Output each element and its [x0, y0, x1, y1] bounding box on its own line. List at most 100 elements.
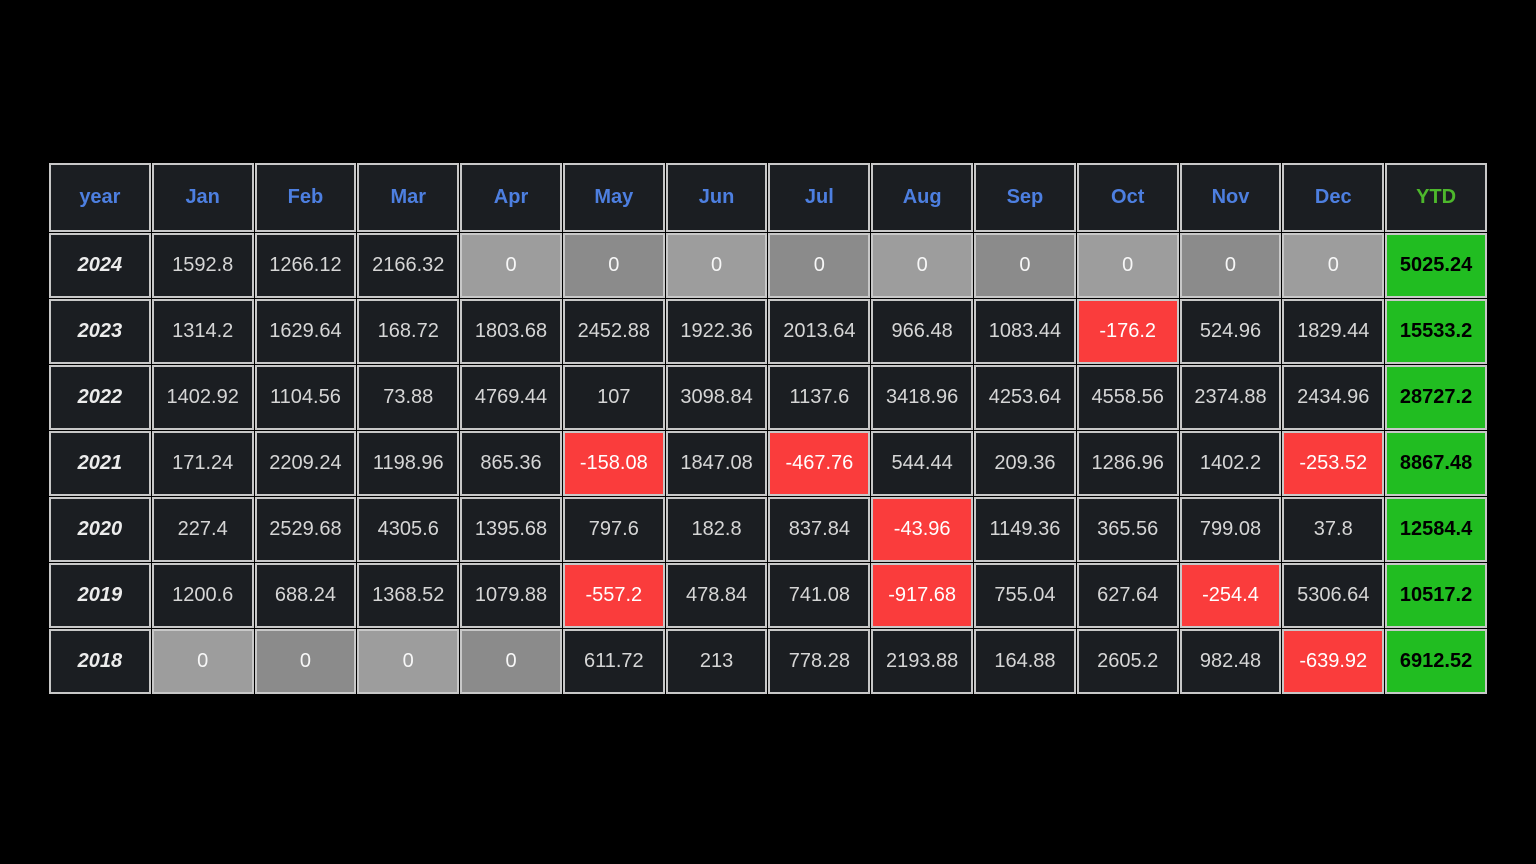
value-cell-mar-2021[interactable]: 1198.96 — [357, 431, 460, 496]
value-cell-feb-2018[interactable]: 0 — [254, 629, 357, 694]
value-cell-feb-2019[interactable]: 688.24 — [254, 563, 357, 628]
value-cell-sep-2020[interactable]: 1149.36 — [974, 497, 1076, 562]
value-cell-aug-2023[interactable]: 966.48 — [871, 299, 974, 364]
column-header-may[interactable]: May — [562, 163, 665, 232]
column-header-mar[interactable]: Mar — [357, 163, 460, 232]
value-cell-dec-2021[interactable]: -253.52 — [1282, 431, 1385, 496]
value-cell-may-2021[interactable]: -158.08 — [562, 431, 665, 496]
value-cell-nov-2023[interactable]: 524.96 — [1179, 299, 1282, 364]
value-cell-jun-2022[interactable]: 3098.84 — [665, 365, 768, 430]
value-cell-oct-2019[interactable]: 627.64 — [1076, 563, 1179, 628]
value-cell-sep-2018[interactable]: 164.88 — [974, 629, 1076, 694]
column-header-aug[interactable]: Aug — [871, 163, 974, 232]
value-cell-mar-2022[interactable]: 73.88 — [357, 365, 460, 430]
value-cell-jun-2018[interactable]: 213 — [665, 629, 768, 694]
value-cell-jan-2018[interactable]: 0 — [151, 629, 254, 694]
year-cell[interactable]: 2018 — [49, 629, 151, 694]
value-cell-may-2018[interactable]: 611.72 — [562, 629, 665, 694]
value-cell-apr-2024[interactable]: 0 — [460, 233, 562, 298]
value-cell-jul-2022[interactable]: 1137.6 — [768, 365, 871, 430]
year-cell[interactable]: 2020 — [49, 497, 151, 562]
value-cell-sep-2022[interactable]: 4253.64 — [974, 365, 1076, 430]
value-cell-jul-2019[interactable]: 741.08 — [768, 563, 871, 628]
column-header-sep[interactable]: Sep — [974, 163, 1076, 232]
value-cell-nov-2021[interactable]: 1402.2 — [1179, 431, 1282, 496]
value-cell-aug-2022[interactable]: 3418.96 — [871, 365, 974, 430]
column-header-nov[interactable]: Nov — [1179, 163, 1282, 232]
value-cell-dec-2020[interactable]: 37.8 — [1282, 497, 1385, 562]
value-cell-jan-2019[interactable]: 1200.6 — [151, 563, 254, 628]
value-cell-may-2019[interactable]: -557.2 — [562, 563, 665, 628]
column-header-year[interactable]: year — [49, 163, 151, 232]
value-cell-jan-2021[interactable]: 171.24 — [151, 431, 254, 496]
value-cell-jun-2021[interactable]: 1847.08 — [665, 431, 768, 496]
ytd-cell-2020[interactable]: 12584.4 — [1385, 497, 1487, 562]
value-cell-dec-2019[interactable]: 5306.64 — [1282, 563, 1385, 628]
value-cell-jun-2024[interactable]: 0 — [665, 233, 768, 298]
value-cell-apr-2021[interactable]: 865.36 — [460, 431, 562, 496]
value-cell-oct-2022[interactable]: 4558.56 — [1076, 365, 1179, 430]
value-cell-sep-2021[interactable]: 209.36 — [974, 431, 1076, 496]
value-cell-oct-2023[interactable]: -176.2 — [1076, 299, 1179, 364]
year-cell[interactable]: 2024 — [49, 233, 151, 298]
value-cell-jan-2022[interactable]: 1402.92 — [151, 365, 254, 430]
value-cell-feb-2021[interactable]: 2209.24 — [254, 431, 357, 496]
year-cell[interactable]: 2023 — [49, 299, 151, 364]
ytd-cell-2023[interactable]: 15533.2 — [1385, 299, 1487, 364]
value-cell-may-2020[interactable]: 797.6 — [562, 497, 665, 562]
value-cell-oct-2024[interactable]: 0 — [1076, 233, 1179, 298]
value-cell-may-2024[interactable]: 0 — [562, 233, 665, 298]
value-cell-dec-2024[interactable]: 0 — [1282, 233, 1385, 298]
value-cell-dec-2023[interactable]: 1829.44 — [1282, 299, 1385, 364]
value-cell-jul-2023[interactable]: 2013.64 — [768, 299, 871, 364]
value-cell-mar-2019[interactable]: 1368.52 — [357, 563, 460, 628]
value-cell-nov-2024[interactable]: 0 — [1179, 233, 1282, 298]
value-cell-sep-2023[interactable]: 1083.44 — [974, 299, 1076, 364]
column-header-ytd[interactable]: YTD — [1385, 163, 1487, 232]
value-cell-apr-2020[interactable]: 1395.68 — [460, 497, 562, 562]
value-cell-apr-2018[interactable]: 0 — [460, 629, 562, 694]
column-header-jan[interactable]: Jan — [151, 163, 254, 232]
value-cell-sep-2024[interactable]: 0 — [974, 233, 1076, 298]
ytd-cell-2024[interactable]: 5025.24 — [1385, 233, 1487, 298]
value-cell-apr-2019[interactable]: 1079.88 — [460, 563, 562, 628]
ytd-cell-2022[interactable]: 28727.2 — [1385, 365, 1487, 430]
value-cell-jun-2020[interactable]: 182.8 — [665, 497, 768, 562]
value-cell-may-2022[interactable]: 107 — [562, 365, 665, 430]
value-cell-mar-2024[interactable]: 2166.32 — [357, 233, 460, 298]
value-cell-nov-2020[interactable]: 799.08 — [1179, 497, 1282, 562]
value-cell-jan-2024[interactable]: 1592.8 — [151, 233, 254, 298]
year-cell[interactable]: 2021 — [49, 431, 151, 496]
value-cell-aug-2019[interactable]: -917.68 — [871, 563, 974, 628]
value-cell-oct-2018[interactable]: 2605.2 — [1076, 629, 1179, 694]
value-cell-aug-2020[interactable]: -43.96 — [871, 497, 974, 562]
column-header-oct[interactable]: Oct — [1076, 163, 1179, 232]
value-cell-jun-2019[interactable]: 478.84 — [665, 563, 768, 628]
ytd-cell-2019[interactable]: 10517.2 — [1385, 563, 1487, 628]
value-cell-mar-2018[interactable]: 0 — [357, 629, 460, 694]
value-cell-apr-2022[interactable]: 4769.44 — [460, 365, 562, 430]
column-header-dec[interactable]: Dec — [1282, 163, 1385, 232]
value-cell-jul-2021[interactable]: -467.76 — [768, 431, 871, 496]
value-cell-feb-2020[interactable]: 2529.68 — [254, 497, 357, 562]
value-cell-feb-2023[interactable]: 1629.64 — [254, 299, 357, 364]
value-cell-apr-2023[interactable]: 1803.68 — [460, 299, 562, 364]
year-cell[interactable]: 2022 — [49, 365, 151, 430]
value-cell-oct-2021[interactable]: 1286.96 — [1076, 431, 1179, 496]
value-cell-jan-2023[interactable]: 1314.2 — [151, 299, 254, 364]
value-cell-feb-2024[interactable]: 1266.12 — [254, 233, 357, 298]
value-cell-sep-2019[interactable]: 755.04 — [974, 563, 1076, 628]
value-cell-nov-2022[interactable]: 2374.88 — [1179, 365, 1282, 430]
value-cell-jul-2018[interactable]: 778.28 — [768, 629, 871, 694]
ytd-cell-2021[interactable]: 8867.48 — [1385, 431, 1487, 496]
year-cell[interactable]: 2019 — [49, 563, 151, 628]
value-cell-jun-2023[interactable]: 1922.36 — [665, 299, 768, 364]
value-cell-may-2023[interactable]: 2452.88 — [562, 299, 665, 364]
value-cell-nov-2019[interactable]: -254.4 — [1179, 563, 1282, 628]
value-cell-jul-2020[interactable]: 837.84 — [768, 497, 871, 562]
value-cell-jul-2024[interactable]: 0 — [768, 233, 871, 298]
value-cell-aug-2018[interactable]: 2193.88 — [871, 629, 974, 694]
value-cell-oct-2020[interactable]: 365.56 — [1076, 497, 1179, 562]
column-header-jun[interactable]: Jun — [665, 163, 768, 232]
ytd-cell-2018[interactable]: 6912.52 — [1385, 629, 1487, 694]
